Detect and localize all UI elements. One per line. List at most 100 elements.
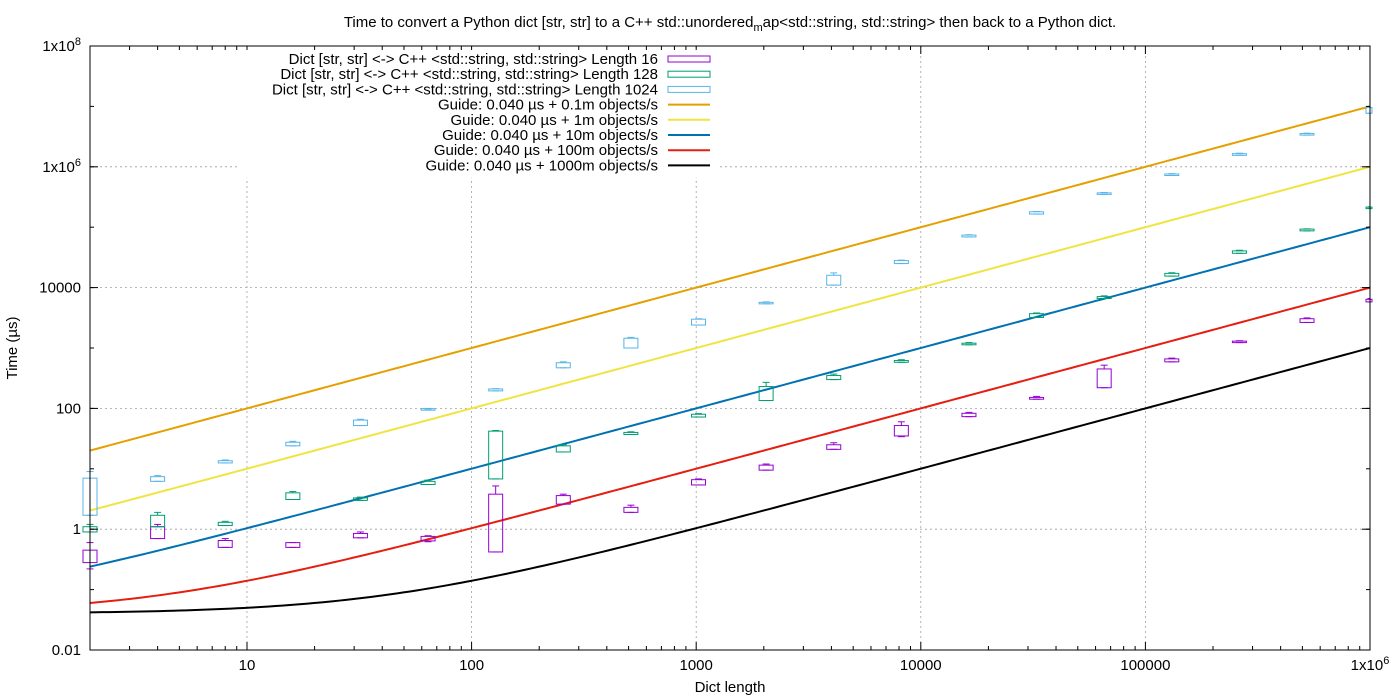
box-plot [758,301,774,305]
legend-entry: Guide: 0.040 µs + 0.1m objects/s [438,97,710,114]
legend-entry: Guide: 0.040 µs + 100m objects/s [434,142,710,159]
box-body [285,542,301,548]
box-plot [1299,317,1315,323]
box-body [893,425,909,437]
box-plot [961,411,977,418]
y-tick-label-exponent: 6 [75,157,81,169]
guide-line [89,105,1371,452]
guide-line [89,347,1371,614]
box-plot [1299,228,1315,232]
y-tick-label: 0.01 [52,642,81,659]
box-body [758,386,774,402]
box-plot [555,493,571,505]
box-body [691,479,707,486]
box-plot [488,388,504,392]
box-plot [1096,295,1112,299]
box-plot [217,520,233,527]
y-tick-label-mantissa: 1x10 [42,38,75,55]
legend-background [238,50,720,178]
legend-entry: Dict [str, str] <-> C++ <std::string, st… [280,66,711,83]
box-body [285,492,301,501]
box-body [217,540,233,548]
box-plot [555,361,571,369]
box-series [82,106,1373,516]
box-body [150,526,166,540]
box-plot [758,381,774,402]
x-tick-label-mantissa: 1x10 [1351,657,1384,674]
box-body [1164,173,1180,176]
box-plot [893,421,909,438]
box-body [1299,318,1315,323]
box-plot [623,504,639,513]
box-body [555,445,571,453]
box-plot [1096,192,1112,195]
box-body [826,444,842,450]
box-body [217,460,233,464]
box-body [1365,106,1373,114]
box-body [1365,298,1373,303]
box-body [758,301,774,305]
box-plot [488,430,504,480]
chart-title: Time to convert a Python dict [str, str]… [344,14,1116,34]
box-body [488,388,504,392]
box-plot [1029,312,1045,318]
box-body [555,362,571,369]
box-plot [623,336,639,349]
box-body [217,521,233,527]
box-plot [1164,272,1180,277]
y-tick-label: 1x106 [42,157,81,176]
box-body [691,318,707,326]
box-plot [1231,340,1247,344]
box-plot [1231,152,1247,156]
guide-line [89,226,1371,568]
box-plot [420,535,436,543]
box-body [691,413,707,418]
legend-entry-label: Dict [str, str] <-> C++ <std::string, st… [289,51,658,68]
box-plot [420,479,436,485]
box-body [1299,228,1315,232]
box-body [488,430,504,480]
box-plot [1365,106,1373,114]
box-body [352,532,368,539]
y-tick-label: 1x108 [42,36,81,55]
box-body [961,234,977,238]
box-body [1299,133,1315,136]
box-plot [285,542,301,548]
box-plot [691,318,707,326]
x-tick-labels: 10 100 1000 10000 100000 1x106 [239,655,1390,674]
box-body [758,464,774,471]
box-body [893,360,909,363]
chart-title-subscript: m [753,22,762,34]
box-body [961,412,977,418]
box-plot [1029,395,1045,400]
y-tick-label: 100 [56,400,81,417]
box-body [893,260,909,265]
legend-entry-label: Guide: 0.040 µs + 10m objects/s [442,127,658,144]
legend-entry-label: Guide: 0.040 µs + 1000m objects/s [425,157,658,174]
legend-entry-label: Guide: 0.040 µs + 1m objects/s [450,112,658,129]
x-axis-label: Dict length [695,679,766,696]
box-body [488,493,504,553]
box-body [623,431,639,435]
box-body [1231,153,1247,156]
box-plot [623,431,639,435]
box-plot [352,531,368,539]
box-plot [352,418,368,427]
box-plot [691,478,707,486]
box-body [352,419,368,427]
box-body [1231,250,1247,254]
box-body [1231,340,1247,344]
legend-entry: Guide: 0.040 µs + 1000m objects/s [425,157,710,174]
box-body [420,480,436,485]
y-tick-label-exponent: 8 [75,36,81,48]
box-plot [893,359,909,363]
y-tick-label-mantissa: 1x10 [42,159,75,176]
legend-entry-label: Dict [str, str] <-> C++ <std::string, st… [280,66,658,83]
legend: Dict [str, str] <-> C++ <std::string, st… [238,50,720,178]
box-plot [893,259,909,265]
legend-entry: Guide: 0.040 µs + 10m objects/s [442,127,710,144]
box-plot [488,485,504,553]
box-body [1164,358,1180,363]
box-body [1029,211,1045,215]
